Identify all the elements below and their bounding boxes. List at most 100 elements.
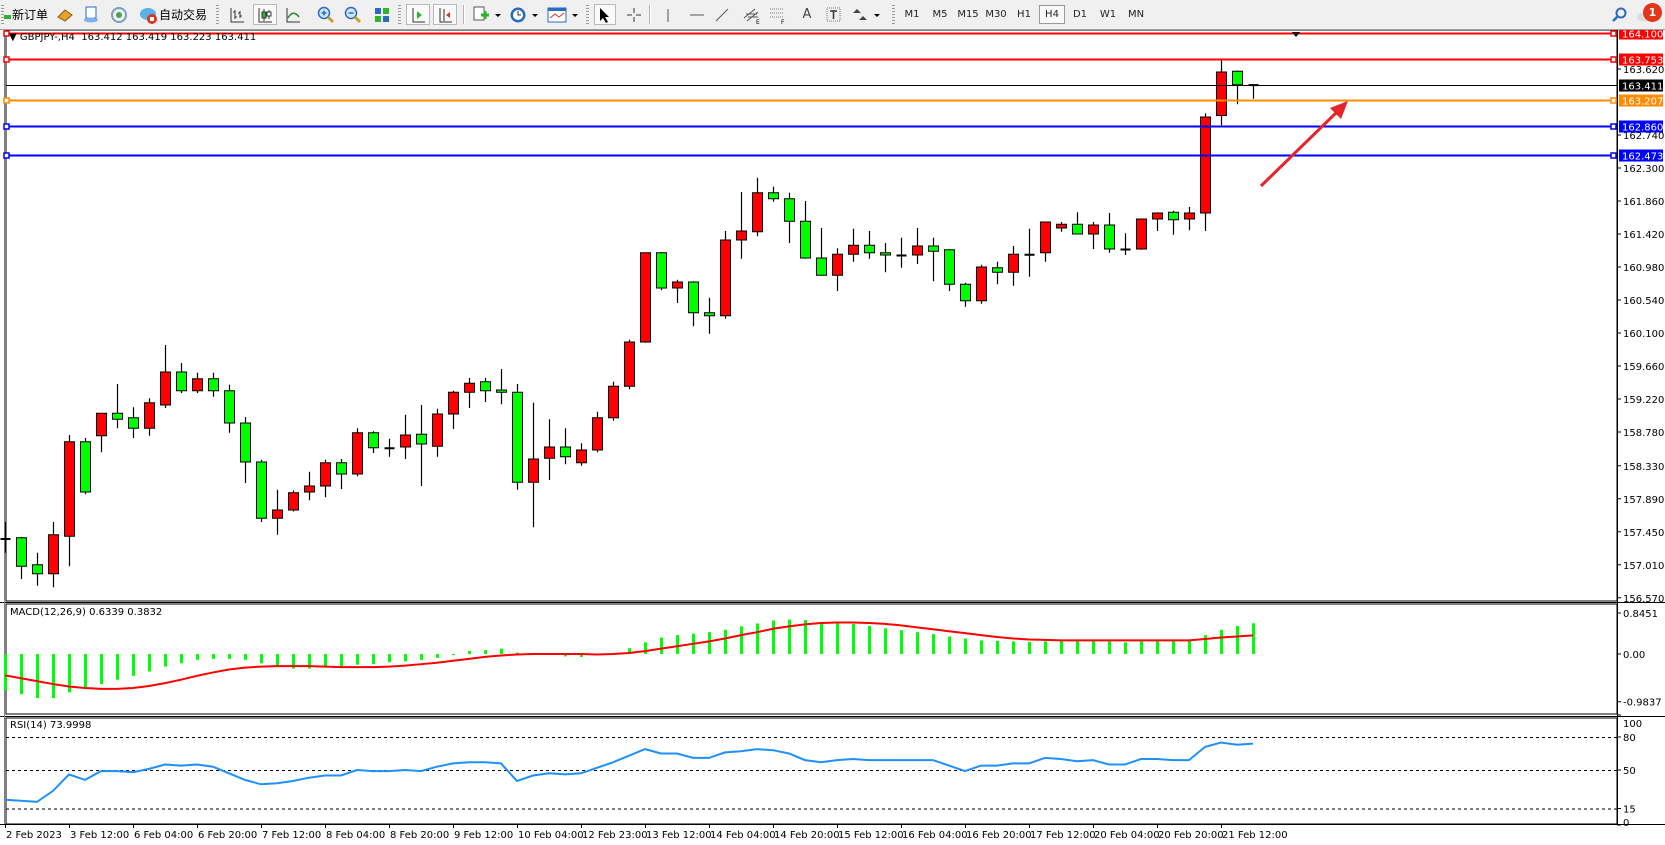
candle[interactable]	[496, 369, 507, 405]
candle[interactable]	[896, 237, 907, 268]
candle[interactable]	[416, 405, 427, 486]
candle[interactable]	[272, 489, 283, 535]
candle[interactable]	[1008, 246, 1019, 286]
search-button[interactable]	[1608, 4, 1630, 25]
candle[interactable]	[1232, 70, 1243, 105]
horizontal-line-button[interactable]	[686, 4, 708, 25]
candle[interactable]	[1184, 207, 1195, 231]
candle[interactable]	[1024, 228, 1035, 277]
candle[interactable]	[1200, 113, 1211, 231]
candle[interactable]	[800, 201, 811, 259]
collapse-triangle-icon[interactable]: ▼	[9, 32, 20, 43]
candle[interactable]	[1120, 233, 1131, 255]
text-label-button[interactable]	[823, 4, 845, 25]
timeframe-d1[interactable]: D1	[1072, 9, 1088, 20]
zoom-in-button[interactable]	[315, 4, 337, 25]
text-button[interactable]: A	[796, 4, 818, 25]
candle[interactable]	[1072, 212, 1083, 235]
candle[interactable]	[912, 228, 923, 264]
toolbar-grip[interactable]	[586, 5, 589, 24]
candle[interactable]	[64, 435, 75, 567]
candle[interactable]	[720, 231, 731, 319]
candle[interactable]	[656, 252, 667, 291]
candle[interactable]	[832, 248, 843, 291]
arrows-dropdown[interactable]	[850, 4, 884, 25]
candle[interactable]	[816, 228, 827, 276]
candle[interactable]	[1040, 221, 1051, 262]
vertical-line-button[interactable]	[657, 4, 679, 25]
toolbar-grip[interactable]	[398, 5, 401, 24]
candle[interactable]	[144, 398, 155, 436]
cursor-button[interactable]	[594, 4, 616, 25]
candle[interactable]	[1088, 222, 1099, 249]
candle[interactable]	[1136, 218, 1147, 250]
candle[interactable]	[112, 384, 123, 429]
candle[interactable]	[256, 459, 267, 522]
candle[interactable]	[240, 417, 251, 483]
toolbar-grip[interactable]	[1, 5, 4, 24]
candle[interactable]	[752, 177, 763, 237]
candle[interactable]	[1216, 60, 1227, 126]
equidistant-channel-button[interactable]: E	[741, 4, 763, 25]
zoom-out-button[interactable]	[342, 4, 364, 25]
candle[interactable]	[288, 490, 299, 512]
candle[interactable]	[608, 381, 619, 421]
notification-badge[interactable]: 1	[1643, 3, 1662, 22]
timeframe-m30[interactable]: M30	[985, 9, 1007, 20]
candle[interactable]	[960, 282, 971, 307]
candle[interactable]	[336, 459, 347, 489]
candle[interactable]	[80, 438, 91, 495]
candle[interactable]	[16, 537, 27, 579]
candle[interactable]	[432, 408, 443, 457]
candle[interactable]	[544, 419, 555, 480]
timeframe-m1[interactable]: M1	[904, 9, 920, 20]
candle[interactable]	[400, 414, 411, 459]
candle[interactable]	[672, 279, 683, 303]
new-order-button[interactable]: 新订单	[4, 4, 48, 25]
bar-chart-button[interactable]	[226, 4, 248, 25]
candle[interactable]	[1152, 212, 1163, 231]
candle[interactable]	[688, 281, 699, 327]
candle[interactable]	[864, 231, 875, 259]
candle[interactable]	[176, 363, 187, 393]
candle[interactable]	[448, 390, 459, 429]
tile-windows-button[interactable]	[371, 4, 393, 25]
candle[interactable]	[304, 471, 315, 501]
candle[interactable]	[640, 252, 651, 343]
candle[interactable]	[624, 339, 635, 390]
candle[interactable]	[0, 522, 11, 553]
candle[interactable]	[464, 378, 475, 408]
candle[interactable]	[352, 428, 363, 477]
candle[interactable]	[576, 443, 587, 466]
candle[interactable]	[480, 378, 491, 402]
candle[interactable]	[128, 407, 139, 438]
arrow-annotation[interactable]	[1259, 107, 1342, 188]
candle[interactable]	[48, 522, 59, 588]
candle[interactable]	[384, 438, 395, 457]
candle[interactable]	[976, 264, 987, 304]
candle[interactable]	[704, 297, 715, 334]
candle[interactable]	[320, 459, 331, 498]
timeframe-m15[interactable]: M15	[957, 9, 979, 20]
line-chart-button[interactable]	[282, 4, 304, 25]
candle[interactable]	[880, 243, 891, 273]
candle[interactable]	[96, 412, 107, 453]
navigator-button[interactable]	[108, 4, 130, 25]
candle[interactable]	[768, 186, 779, 202]
candle[interactable]	[512, 384, 523, 490]
candle[interactable]	[1056, 222, 1067, 232]
candle[interactable]	[944, 249, 955, 291]
candle[interactable]	[208, 372, 219, 397]
fibonacci-button[interactable]: F	[767, 4, 789, 25]
auto-trading-button[interactable]: 自动交易	[136, 4, 210, 25]
candle[interactable]	[528, 402, 539, 528]
timeframe-mn[interactable]: MN	[1127, 9, 1145, 20]
timeframe-m5[interactable]: M5	[932, 9, 948, 20]
candle[interactable]	[368, 431, 379, 453]
toolbar-grip[interactable]	[892, 5, 895, 24]
candle[interactable]	[736, 192, 747, 259]
candlestick-button[interactable]	[253, 4, 277, 25]
auto-scroll-button[interactable]	[406, 4, 430, 25]
toolbar-grip[interactable]	[216, 5, 219, 24]
candle[interactable]	[928, 237, 939, 282]
